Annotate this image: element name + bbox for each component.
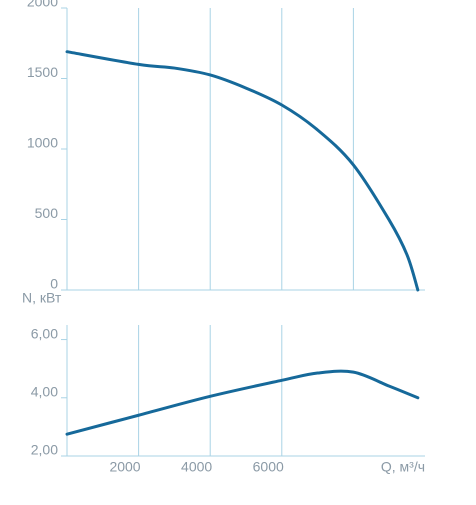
x-tick-label: 4000 xyxy=(181,459,212,475)
x-tick-label: 6000 xyxy=(253,459,284,475)
y-tick-label: 4,00 xyxy=(31,383,58,399)
y-tick-label: 500 xyxy=(35,205,59,221)
x-axis-label: Q, м³/ч xyxy=(381,459,425,475)
series-line xyxy=(65,50,420,292)
y-tick-label: 1500 xyxy=(27,64,58,80)
y-tick-label: 1000 xyxy=(27,135,58,151)
y-tick-label: 2,00 xyxy=(31,442,58,458)
x-tick-label: 2000 xyxy=(109,459,140,475)
y-tick-label: 2000 xyxy=(27,0,58,10)
series-line xyxy=(65,369,420,436)
y-tick-label: 6,00 xyxy=(31,325,58,341)
y-tick-label: 0 xyxy=(50,276,58,292)
y-axis-label: N, кВт xyxy=(22,290,62,306)
